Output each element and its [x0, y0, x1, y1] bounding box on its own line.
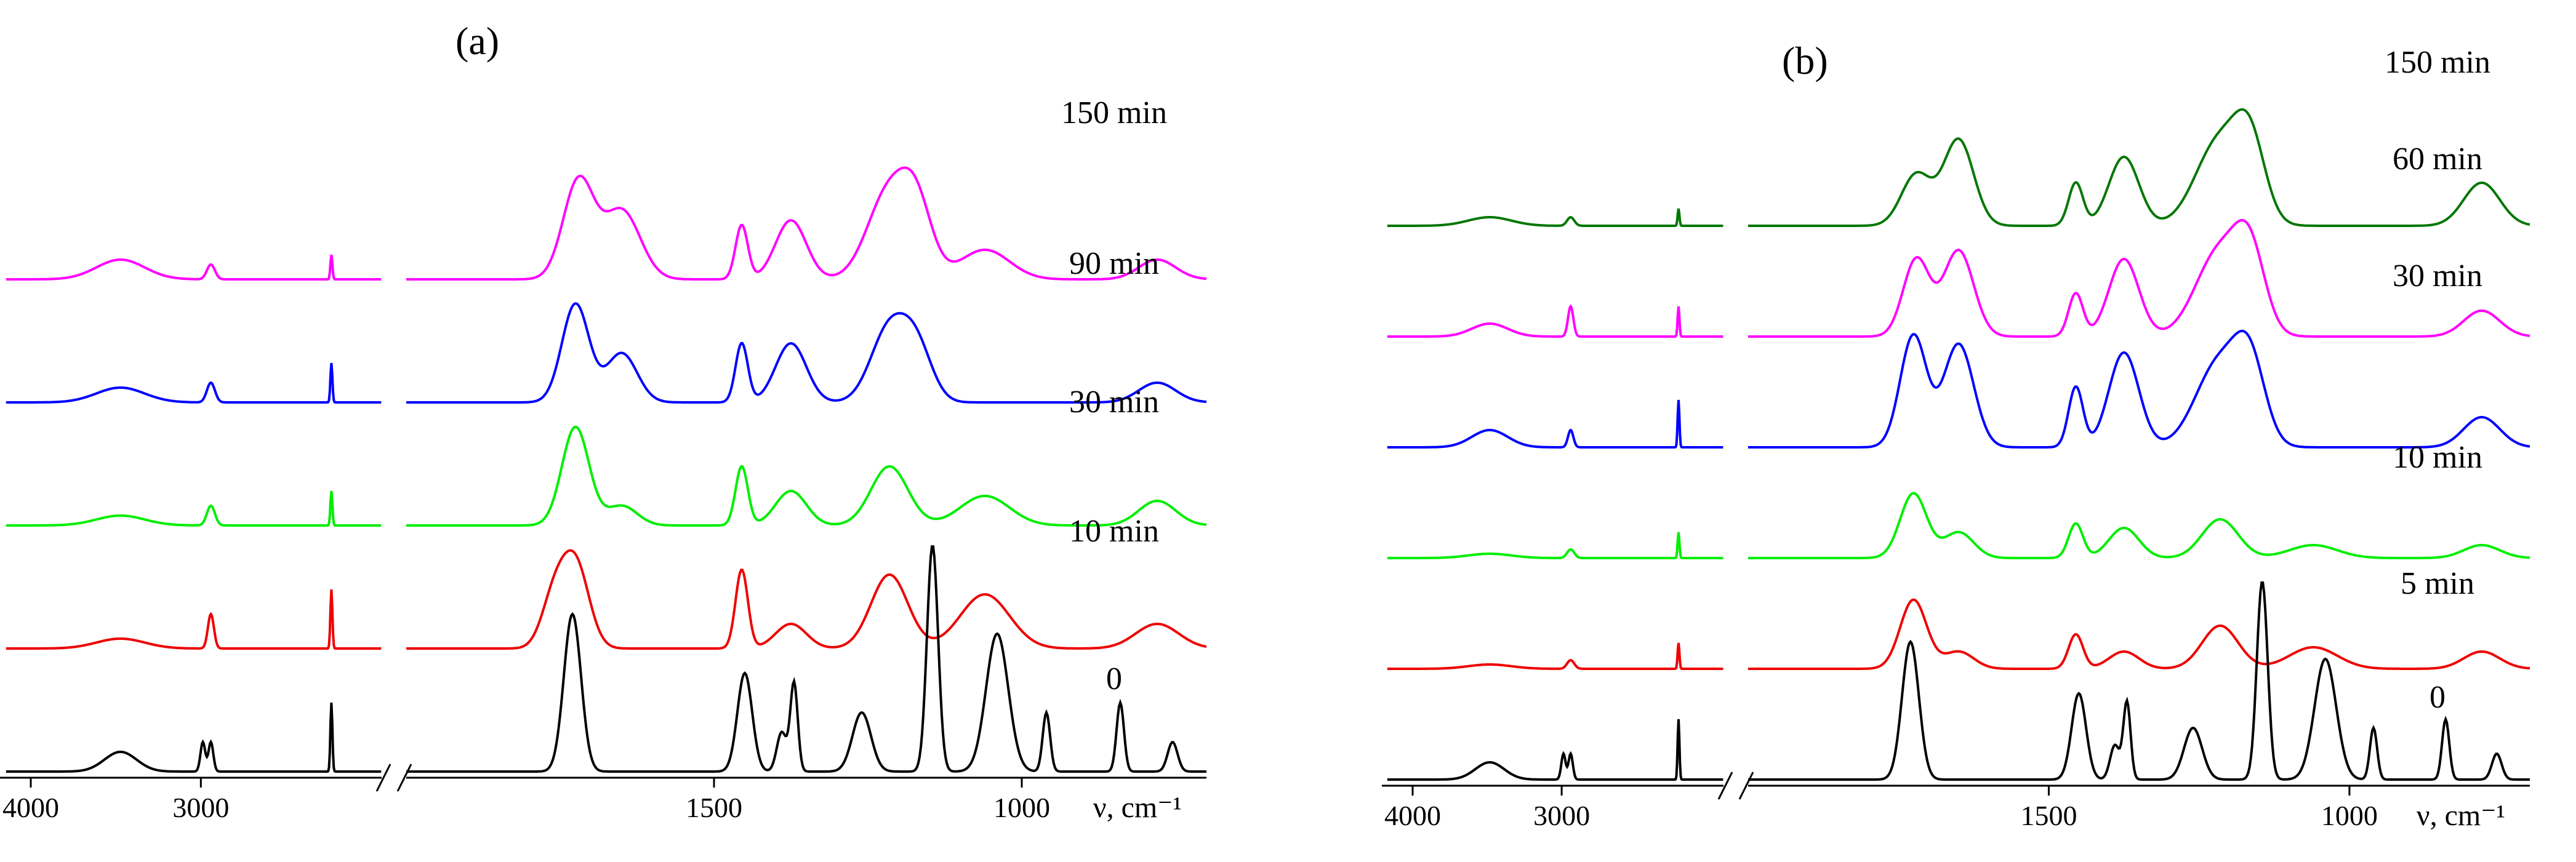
series-label: 5 min	[2401, 566, 2474, 601]
panel-label: (b)	[1782, 39, 1828, 82]
spectrum-line-highfreq	[1387, 399, 1723, 449]
spectrum-line-fingerprint	[406, 166, 1207, 281]
x-tick-label: 3000	[1533, 800, 1590, 831]
spectrum-line-fingerprint	[1748, 218, 2530, 338]
spectrum-line-highfreq	[1387, 304, 1723, 338]
x-tick-label: 1000	[2321, 800, 2378, 831]
panel-label: (a)	[455, 19, 499, 63]
axis-break-mark	[375, 764, 391, 792]
spectrum-line-fingerprint	[1748, 581, 2530, 781]
spectrum-line-highfreq	[1387, 719, 1723, 781]
x-tick-label: 3000	[172, 792, 229, 823]
series-label: 150 min	[1061, 95, 1167, 130]
x-axis-title: ν, cm⁻¹	[2417, 799, 2505, 832]
x-tick-label: 4000	[1384, 800, 1441, 831]
spectrum-line-fingerprint	[406, 302, 1207, 404]
series-label: 150 min	[2385, 45, 2490, 80]
spectrum-line-highfreq	[6, 589, 382, 650]
spectrum-line-fingerprint	[1748, 329, 2530, 449]
spectrum-line-fingerprint	[1748, 598, 2530, 670]
spectrum-line-fingerprint	[1748, 108, 2530, 227]
series-label: 0	[1106, 661, 1122, 696]
x-axis-title: ν, cm⁻¹	[1093, 791, 1182, 824]
axis-break-mark	[396, 764, 412, 792]
spectrum-line-fingerprint	[1748, 492, 2530, 559]
series-label: 60 min	[2393, 142, 2482, 177]
spectrum-line-highfreq	[6, 702, 382, 773]
panel-a: (a) 4000 3000 1500 1000 ν, cm⁻¹ 150 min 90 min 3…	[0, 19, 1207, 824]
x-tick-label: 1500	[2020, 800, 2077, 831]
series-label: 30 min	[1069, 385, 1159, 420]
series-label: 30 min	[2393, 258, 2482, 293]
x-tick-label: 1000	[993, 792, 1050, 823]
spectrum-line-fingerprint	[406, 549, 1207, 650]
axis-break-mark	[1717, 772, 1733, 800]
spectrum-line-highfreq	[1387, 642, 1723, 670]
spectrum-line-highfreq	[6, 254, 382, 281]
series-label: 0	[2430, 680, 2446, 715]
spectrum-line-highfreq	[6, 362, 382, 404]
series-label: 10 min	[2393, 440, 2482, 475]
spectrum-line-fingerprint	[406, 545, 1206, 773]
x-tick-label: 4000	[2, 792, 59, 823]
x-tick-label: 1500	[686, 792, 742, 823]
series-label: 10 min	[1069, 514, 1159, 549]
spectrum-line-highfreq	[6, 490, 382, 527]
series-label: 90 min	[1069, 246, 1159, 281]
axis-break-mark	[1738, 772, 1754, 800]
spectrum-line-highfreq	[1387, 208, 1723, 227]
spectrum-line-highfreq	[1387, 532, 1723, 559]
spectrum-line-fingerprint	[406, 425, 1207, 527]
panel-b: (b) 4000 3000 1500 1000 ν, cm⁻¹ 150 min 60 min 3…	[1382, 39, 2530, 832]
